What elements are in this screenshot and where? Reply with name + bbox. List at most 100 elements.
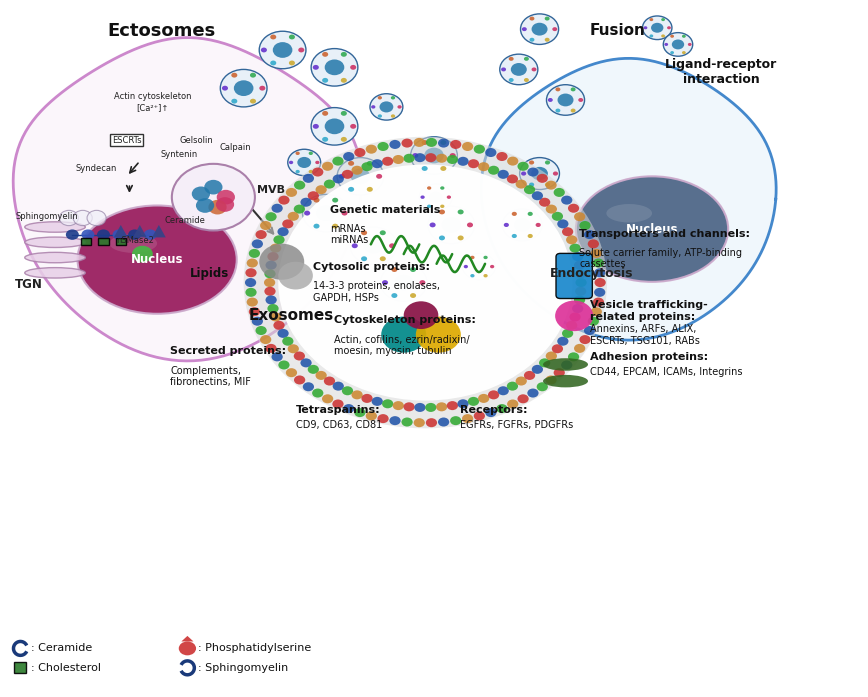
Circle shape xyxy=(255,230,266,239)
Circle shape xyxy=(372,159,383,168)
Circle shape xyxy=(528,234,533,238)
Circle shape xyxy=(378,142,389,151)
Circle shape xyxy=(208,200,227,215)
Circle shape xyxy=(288,149,320,176)
Circle shape xyxy=(552,344,563,353)
Circle shape xyxy=(521,14,559,45)
Circle shape xyxy=(278,227,289,236)
Ellipse shape xyxy=(543,358,588,371)
Circle shape xyxy=(382,280,388,285)
Circle shape xyxy=(391,267,398,272)
Circle shape xyxy=(260,244,304,279)
Circle shape xyxy=(528,167,538,176)
Circle shape xyxy=(488,166,499,175)
Circle shape xyxy=(556,300,593,331)
Circle shape xyxy=(643,26,648,29)
Circle shape xyxy=(293,205,305,213)
Circle shape xyxy=(591,249,602,258)
Circle shape xyxy=(216,197,234,212)
Circle shape xyxy=(325,118,345,135)
Circle shape xyxy=(332,198,339,203)
Circle shape xyxy=(430,222,436,227)
Circle shape xyxy=(575,286,586,296)
Circle shape xyxy=(422,140,428,145)
Circle shape xyxy=(231,99,237,104)
Text: Lipids: Lipids xyxy=(190,266,229,279)
Circle shape xyxy=(440,166,446,171)
Circle shape xyxy=(270,243,281,252)
Circle shape xyxy=(379,101,393,112)
Circle shape xyxy=(419,184,452,210)
Circle shape xyxy=(341,137,347,141)
Circle shape xyxy=(246,288,257,297)
Circle shape xyxy=(337,158,384,195)
Circle shape xyxy=(322,78,328,83)
Circle shape xyxy=(501,68,506,71)
Circle shape xyxy=(298,157,311,168)
Text: Ceramide: Ceramide xyxy=(164,215,205,224)
Circle shape xyxy=(380,263,427,301)
FancyBboxPatch shape xyxy=(98,238,108,245)
Circle shape xyxy=(315,371,326,380)
Circle shape xyxy=(578,98,583,102)
Circle shape xyxy=(447,401,458,410)
Circle shape xyxy=(179,641,196,655)
Ellipse shape xyxy=(25,252,85,263)
Circle shape xyxy=(312,65,319,70)
Circle shape xyxy=(389,243,395,248)
Ellipse shape xyxy=(607,204,652,222)
Circle shape xyxy=(311,107,358,145)
Text: : Ceramide: : Ceramide xyxy=(30,643,92,653)
Circle shape xyxy=(266,261,277,270)
Circle shape xyxy=(562,329,573,338)
Circle shape xyxy=(332,399,344,408)
Circle shape xyxy=(642,16,672,40)
Ellipse shape xyxy=(77,206,237,314)
Circle shape xyxy=(552,27,557,31)
Circle shape xyxy=(485,408,496,417)
Text: Cytosolic proteins:: Cytosolic proteins: xyxy=(312,261,430,272)
Circle shape xyxy=(282,337,293,346)
Circle shape xyxy=(524,371,536,380)
Circle shape xyxy=(255,326,266,335)
Circle shape xyxy=(279,360,290,369)
Circle shape xyxy=(536,174,548,183)
Text: Calpain: Calpain xyxy=(220,143,251,152)
Circle shape xyxy=(309,170,313,174)
Circle shape xyxy=(128,229,141,240)
Text: Actin cytoskeleton
[Ca²⁺]↑: Actin cytoskeleton [Ca²⁺]↑ xyxy=(114,92,192,112)
Circle shape xyxy=(299,47,305,52)
Circle shape xyxy=(279,196,290,205)
Circle shape xyxy=(574,344,585,353)
Circle shape xyxy=(593,259,604,268)
Circle shape xyxy=(667,26,671,29)
Circle shape xyxy=(524,185,536,194)
Circle shape xyxy=(539,358,550,367)
Circle shape xyxy=(365,411,377,420)
Circle shape xyxy=(350,65,356,70)
Circle shape xyxy=(404,301,438,329)
Text: nSMase2: nSMase2 xyxy=(116,236,155,245)
Circle shape xyxy=(545,376,556,385)
Ellipse shape xyxy=(25,268,85,278)
Circle shape xyxy=(260,86,266,91)
Circle shape xyxy=(233,80,253,96)
Circle shape xyxy=(536,223,541,227)
Text: CD9, CD63, CD81: CD9, CD63, CD81 xyxy=(296,420,382,430)
Circle shape xyxy=(584,326,595,335)
Circle shape xyxy=(339,174,345,178)
Circle shape xyxy=(378,96,382,100)
Circle shape xyxy=(497,170,509,179)
Ellipse shape xyxy=(109,234,157,253)
Circle shape xyxy=(273,321,285,330)
Circle shape xyxy=(438,418,450,427)
Text: Transporters and channels:: Transporters and channels: xyxy=(579,229,750,239)
Circle shape xyxy=(427,205,431,208)
Circle shape xyxy=(485,148,496,157)
Circle shape xyxy=(322,162,333,171)
Circle shape xyxy=(426,418,437,427)
Circle shape xyxy=(204,180,222,194)
Circle shape xyxy=(425,153,437,162)
Text: Ligand-receptor
interaction: Ligand-receptor interaction xyxy=(665,59,778,86)
Circle shape xyxy=(278,329,289,338)
